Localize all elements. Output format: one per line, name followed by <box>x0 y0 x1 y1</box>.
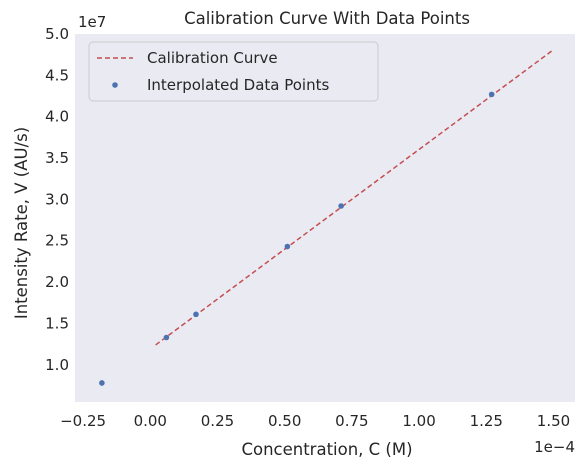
data-point <box>99 380 105 386</box>
legend-label-interpolated-points: Interpolated Data Points <box>147 76 329 94</box>
y-axis-label: Intensity Rate, V (AU/s) <box>12 127 31 319</box>
data-point <box>488 91 495 98</box>
y-tick-label: 1.0 <box>45 356 69 374</box>
series-layer <box>99 49 554 386</box>
data-point <box>284 243 291 250</box>
legend: Calibration Curve Interpolated Data Poin… <box>88 41 379 102</box>
x-tick-label: −0.25 <box>60 412 106 430</box>
y-tick-label: 1.5 <box>45 314 69 332</box>
x-offset-label: 1e−4 <box>534 438 575 456</box>
y-offset-label: 1e7 <box>78 13 106 31</box>
y-tick-label: 3.5 <box>45 149 69 167</box>
y-tick-label: 5.0 <box>45 25 69 43</box>
data-point <box>193 311 199 318</box>
legend-scatter-marker <box>112 82 118 88</box>
data-point <box>338 203 344 209</box>
chart-title: Calibration Curve With Data Points <box>184 9 470 28</box>
legend-label-calibration-curve: Calibration Curve <box>147 49 278 67</box>
y-tick-label: 2.5 <box>45 232 69 250</box>
legend-box <box>88 41 379 102</box>
y-tick-label: 2.0 <box>45 273 69 291</box>
y-tick-label: 4.0 <box>45 108 69 126</box>
y-tick-label: 4.5 <box>45 66 69 84</box>
x-tick-label: 1.25 <box>470 412 503 430</box>
y-tick-labels: 1.0 1.5 2.0 2.5 3.0 3.5 4.0 4.5 5.0 <box>45 25 69 374</box>
x-tick-label: 0.00 <box>134 412 167 430</box>
x-tick-label: 0.25 <box>201 412 234 430</box>
data-point <box>163 334 170 341</box>
calibration-curve-line <box>155 49 554 346</box>
x-tick-label: 1.00 <box>402 412 435 430</box>
x-tick-label: 1.50 <box>537 412 570 430</box>
x-tick-labels: −0.25 0.00 0.25 0.50 0.75 1.00 1.25 1.50 <box>60 412 570 430</box>
x-tick-label: 0.50 <box>268 412 301 430</box>
x-axis-label: Concentration, C (M) <box>241 440 412 459</box>
y-tick-label: 3.0 <box>45 190 69 208</box>
x-tick-label: 0.75 <box>335 412 368 430</box>
